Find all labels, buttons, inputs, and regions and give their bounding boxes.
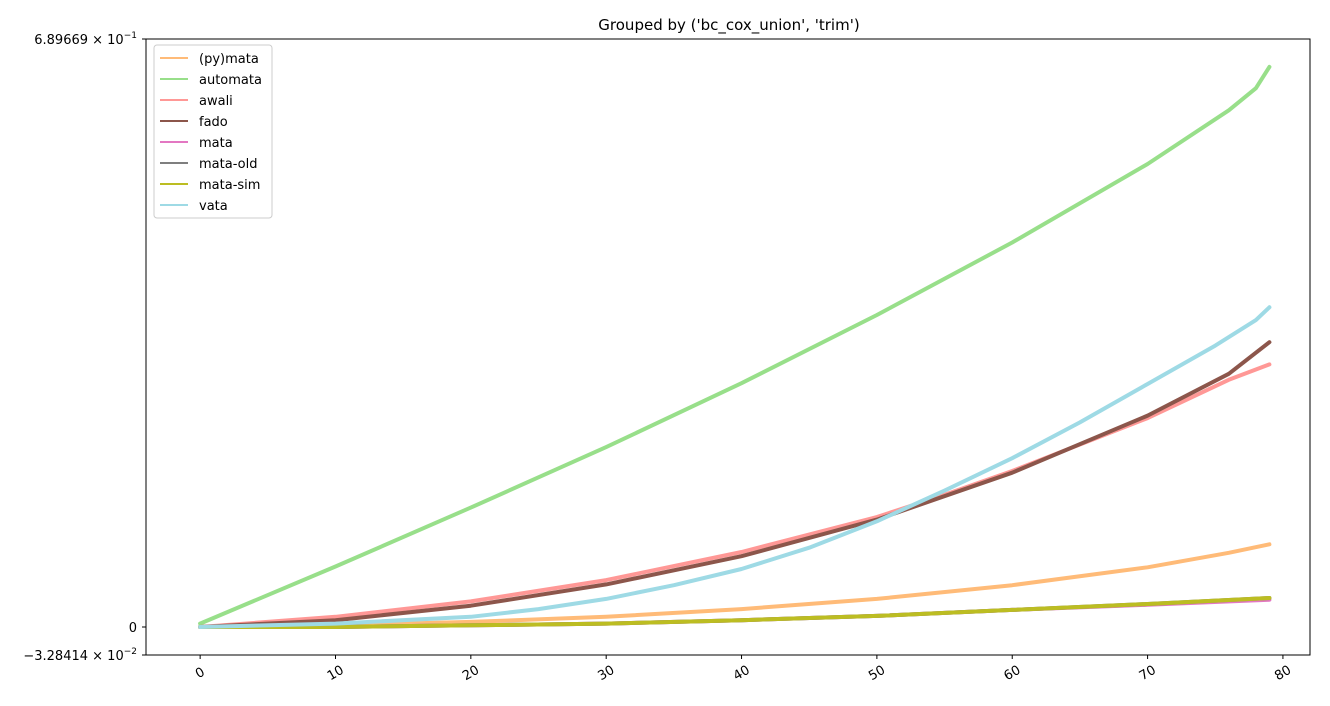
y-tick-label: 0 — [129, 621, 137, 636]
series-line-vata — [198, 305, 1272, 629]
legend-label: fado — [199, 115, 228, 130]
series-line-mata-sim — [198, 596, 1272, 629]
legend-label: mata — [199, 136, 233, 151]
legend-label: (py)mata — [199, 52, 259, 67]
y-tick-label: 6.89669 × 10−1 — [34, 31, 137, 48]
x-tick-label: 0 — [193, 665, 208, 682]
plot-lines — [198, 64, 1272, 629]
x-tick-label: 70 — [1137, 663, 1159, 684]
legend-label: mata-sim — [199, 178, 260, 193]
legend-label: automata — [199, 73, 262, 88]
x-tick-label: 50 — [866, 663, 888, 684]
x-tick-label: 80 — [1272, 663, 1294, 684]
x-tick-label: 30 — [596, 663, 618, 684]
series-line-automata — [198, 64, 1272, 626]
legend-box — [153, 44, 273, 219]
y-axis: 6.89669 × 10−1 0 −3.28414 × 10−2 — [23, 31, 146, 664]
plot-frame — [145, 38, 1311, 656]
x-axis: 0 10 20 30 40 50 60 70 80 — [193, 655, 1294, 684]
series-line-fado — [198, 340, 1272, 629]
x-tick-label: 20 — [460, 663, 482, 684]
legend-label: awali — [199, 94, 233, 109]
x-tick-label: 60 — [1002, 663, 1024, 684]
chart-title: Grouped by ('bc_cox_union', 'trim') — [598, 16, 859, 35]
legend-label: vata — [199, 199, 228, 214]
legend: (py)mata automata awali fado mata mata-old mat… — [153, 44, 273, 219]
x-tick-label: 10 — [325, 663, 347, 684]
legend-label: mata-old — [199, 157, 257, 172]
series-line-py-mata — [198, 542, 1272, 629]
y-tick-label: −3.28414 × 10−2 — [23, 647, 137, 664]
x-tick-label: 40 — [731, 663, 753, 684]
series-line-awali — [198, 362, 1272, 629]
